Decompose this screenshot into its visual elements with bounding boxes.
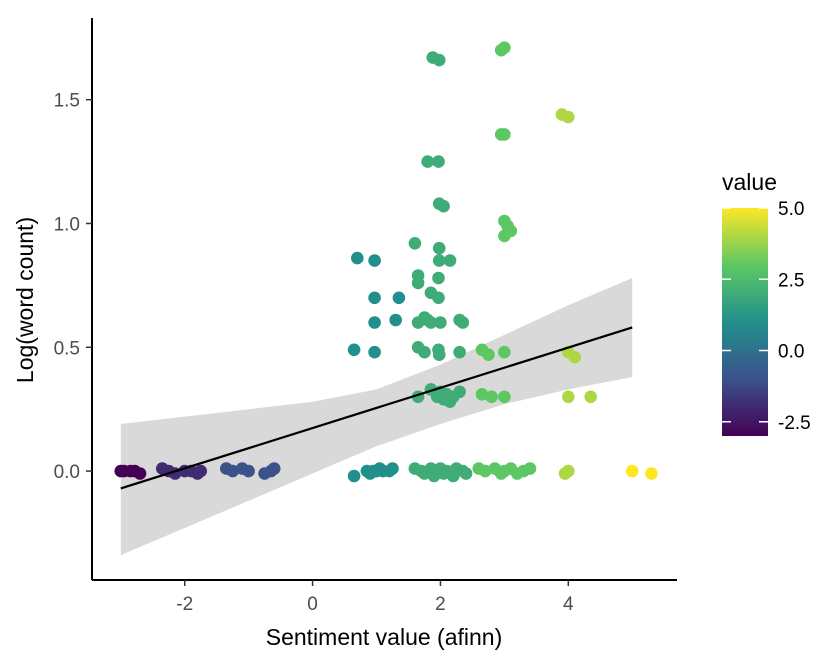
- axes-layer: -2 0 2 4 0.0 0.5 1.0 1.5: [54, 18, 677, 615]
- data-point: [456, 316, 470, 329]
- data-point: [386, 462, 399, 475]
- data-point: [408, 237, 422, 250]
- data-point: [368, 254, 381, 267]
- colorbar-legend: value 5.0 2.5 0.0 -2.5: [722, 169, 811, 436]
- data-point: [562, 464, 575, 478]
- data-point: [432, 254, 446, 267]
- x-tick-label: 2: [435, 594, 446, 615]
- data-point: [368, 345, 381, 359]
- y-tick-label: 0.5: [54, 338, 80, 359]
- data-point: [267, 462, 281, 475]
- points-layer: [114, 41, 658, 483]
- colorbar-tick-label: 2.5: [778, 270, 804, 291]
- data-point: [424, 316, 438, 329]
- data-point: [226, 464, 239, 478]
- x-tick-label: -2: [176, 594, 193, 615]
- data-point: [453, 345, 466, 359]
- data-point: [368, 291, 381, 305]
- legend-title: value: [722, 169, 777, 195]
- data-point: [432, 271, 445, 285]
- data-point: [133, 467, 147, 480]
- data-point: [411, 276, 425, 290]
- data-point: [498, 390, 511, 404]
- trend-line-layer: [120, 326, 633, 490]
- data-point: [368, 316, 381, 329]
- y-axis-title: Log(word count): [12, 217, 38, 383]
- colorbar-tick-label: 0.0: [778, 342, 804, 363]
- data-point: [347, 343, 361, 357]
- data-point: [568, 350, 581, 364]
- data-point: [478, 464, 492, 478]
- data-point: [434, 316, 447, 329]
- data-point: [443, 254, 457, 267]
- trend-line: [120, 326, 633, 490]
- x-tick-label: 4: [563, 594, 574, 615]
- data-point: [562, 390, 575, 404]
- data-point: [459, 467, 473, 480]
- data-point: [432, 53, 446, 67]
- data-point: [347, 469, 361, 483]
- data-point: [584, 390, 597, 404]
- data-point: [432, 241, 446, 255]
- data-point: [498, 229, 511, 243]
- data-point: [523, 462, 537, 475]
- data-point: [421, 155, 435, 168]
- data-point: [645, 467, 658, 480]
- data-point: [242, 464, 255, 478]
- y-tick-label: 0.0: [54, 462, 80, 483]
- x-axis-title: Sentiment value (afinn): [266, 624, 503, 650]
- colorbar-tick-label: 5.0: [778, 199, 804, 220]
- data-point: [485, 390, 498, 404]
- y-tick-label: 1.0: [54, 214, 80, 235]
- data-point: [432, 348, 446, 362]
- colorbar: [722, 208, 768, 436]
- data-point: [432, 291, 445, 305]
- data-point: [453, 385, 466, 399]
- data-point: [475, 388, 489, 401]
- data-point: [562, 110, 575, 124]
- colorbar-tick-label: -2.5: [778, 413, 811, 434]
- data-point: [389, 313, 403, 327]
- data-point: [418, 345, 431, 359]
- data-point: [437, 199, 450, 213]
- data-point: [432, 155, 445, 168]
- y-tick-label: 1.5: [54, 91, 80, 112]
- data-point: [351, 251, 364, 265]
- data-point: [194, 464, 207, 478]
- data-point: [392, 291, 406, 305]
- data-point: [625, 464, 639, 478]
- data-point: [498, 345, 511, 359]
- data-point: [498, 128, 511, 141]
- data-point: [498, 41, 511, 54]
- data-point: [482, 348, 495, 362]
- x-tick-label: 0: [307, 594, 318, 615]
